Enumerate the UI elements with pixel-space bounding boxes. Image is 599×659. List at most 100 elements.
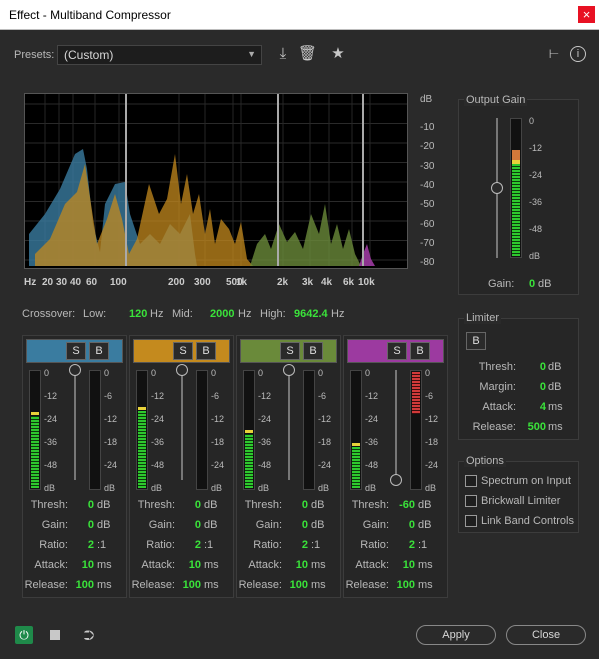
limiter-bypass-button[interactable]: B	[466, 332, 486, 350]
output-gain-label: Gain:	[488, 278, 515, 290]
band-4-release-value[interactable]: 100	[396, 579, 415, 591]
band-1-ratio-label: Ratio:	[39, 539, 68, 551]
meter-scale-label: -12	[365, 391, 379, 401]
band-3-thresh-unit: dB	[311, 499, 325, 511]
band-4-gain-value[interactable]: 0	[408, 519, 415, 531]
close-window-icon[interactable]: ×	[578, 6, 595, 23]
routing-icon[interactable]: ⊢	[548, 47, 560, 61]
band-2-thresh-value[interactable]: 0	[194, 499, 201, 511]
limiter-thresh-value[interactable]: 0	[539, 361, 546, 373]
meter-scale-label: -12	[151, 391, 165, 401]
band-1-ratio-value[interactable]: 2	[87, 539, 94, 551]
band-2-release-value[interactable]: 100	[182, 579, 201, 591]
band-3-thresh-value[interactable]: 0	[301, 499, 308, 511]
meter-scale-label: dB	[318, 483, 330, 493]
band-3-gain-unit: dB	[311, 519, 325, 531]
brickwall-limiter-checkbox[interactable]	[465, 495, 477, 507]
output-gain-value[interactable]: 0	[529, 278, 536, 290]
band-4-ratio-unit: :1	[418, 539, 428, 551]
band-3-gain-value[interactable]: 0	[301, 519, 308, 531]
band-1-threshold-track[interactable]	[74, 370, 76, 480]
meter-scale-label: 0	[151, 368, 157, 378]
limiter-release-label: Release:	[472, 421, 516, 433]
spectrum-on-input-checkbox[interactable]	[465, 475, 477, 487]
crossover-low-value[interactable]: 120	[129, 308, 148, 320]
band-1-solo-button[interactable]: S	[66, 342, 86, 360]
trash-icon[interactable]: 🗑	[298, 45, 318, 62]
band-1-attack-value[interactable]: 10	[81, 559, 94, 571]
band-3-bypass-button[interactable]: B	[303, 342, 323, 360]
link-band-controls-checkbox[interactable]	[465, 515, 477, 527]
band-4-ratio-label: Ratio:	[360, 539, 389, 551]
info-icon[interactable]: i	[570, 46, 586, 62]
band-4-attack-value[interactable]: 10	[402, 559, 415, 571]
crossover-mid-value[interactable]: 2000	[210, 308, 235, 320]
limiter-release-value[interactable]: 500	[527, 421, 546, 433]
loop-playback-icon[interactable]: ⮊	[83, 627, 95, 643]
meter-scale-label: -12	[318, 414, 332, 424]
band-2-bypass-button[interactable]: B	[196, 342, 216, 360]
band-2-attack-value[interactable]: 10	[188, 559, 201, 571]
band-4-thresh-value[interactable]: -60	[399, 499, 415, 511]
band-3-solo-button[interactable]: S	[280, 342, 300, 360]
crossover-high-label: High:	[260, 308, 286, 320]
band-2-peak-indicator	[138, 407, 146, 410]
band-3-peak-indicator	[245, 430, 253, 433]
band-2-threshold-track[interactable]	[181, 370, 183, 480]
output-gain-meter	[510, 118, 522, 258]
band-3-threshold-track[interactable]	[288, 370, 290, 480]
band-1-gain-label: Gain:	[41, 519, 68, 531]
band-3-ratio-value[interactable]: 2	[301, 539, 308, 551]
meter-scale-label: 0	[211, 368, 217, 378]
output-gain-unit: dB	[538, 278, 552, 290]
band-4-bypass-button[interactable]: B	[410, 342, 430, 360]
band-2-threshold-slider-handle[interactable]	[176, 364, 188, 376]
band-1-thresh-value[interactable]: 0	[87, 499, 94, 511]
presets-dropdown[interactable]: (Custom) ▼	[57, 45, 262, 65]
band-1-gain-value[interactable]: 0	[87, 519, 94, 531]
band-4-threshold-track[interactable]	[395, 370, 397, 480]
meter-scale-label: dB	[211, 483, 223, 493]
limiter-margin-value[interactable]: 0	[539, 381, 546, 393]
band-3-threshold-slider-handle[interactable]	[283, 364, 295, 376]
meter-scale-label: 0	[258, 368, 264, 378]
limiter-attack-value[interactable]: 4	[539, 401, 546, 413]
band-2-thresh-unit: dB	[204, 499, 218, 511]
star-icon[interactable]: ★	[331, 45, 345, 62]
band-3-release-value[interactable]: 100	[289, 579, 308, 591]
band-4-gain-reduction-level	[412, 372, 420, 414]
output-gain-slider-handle[interactable]	[491, 182, 503, 194]
band-1-release-value[interactable]: 100	[75, 579, 94, 591]
crossover-high-unit: Hz	[331, 308, 345, 320]
crossover-low-unit: Hz	[150, 308, 164, 320]
stop-icon[interactable]	[50, 630, 60, 640]
close-button[interactable]: Close	[506, 625, 586, 645]
crossover-label: Crossover:	[22, 308, 76, 320]
band-2-ratio-value[interactable]: 2	[194, 539, 201, 551]
limiter-attack-unit: ms	[548, 401, 563, 413]
link-band-controls-label: Link Band Controls	[481, 515, 574, 527]
spectrum-display[interactable]	[24, 93, 408, 269]
brickwall-limiter-label: Brickwall Limiter	[481, 495, 561, 507]
band-1-input-level	[31, 416, 39, 488]
band-4-solo-button[interactable]: S	[387, 342, 407, 360]
meter-scale-label: -12	[258, 391, 272, 401]
band-1-bypass-button[interactable]: B	[89, 342, 109, 360]
presets-label: Presets:	[14, 49, 55, 61]
band-2-solo-button[interactable]: S	[173, 342, 193, 360]
band-3-ratio-unit: :1	[311, 539, 321, 551]
apply-button[interactable]: Apply	[416, 625, 496, 645]
band-3-attack-label: Attack:	[248, 559, 282, 571]
meter-scale-label: -24	[104, 460, 118, 470]
output-scale-label: 0	[529, 116, 535, 126]
power-icon[interactable]: ⏻	[15, 626, 33, 644]
band-2-gain-value[interactable]: 0	[194, 519, 201, 531]
band-3-attack-value[interactable]: 10	[295, 559, 308, 571]
band-4-ratio-value[interactable]: 2	[408, 539, 415, 551]
band-4-threshold-slider-handle[interactable]	[390, 474, 402, 486]
band-1-threshold-slider-handle[interactable]	[69, 364, 81, 376]
band-3-release-unit: ms	[311, 579, 326, 591]
output-scale-label: -48	[529, 224, 543, 234]
download-preset-icon[interactable]: ⤓	[279, 45, 287, 62]
crossover-high-value[interactable]: 9642.4	[294, 308, 328, 320]
